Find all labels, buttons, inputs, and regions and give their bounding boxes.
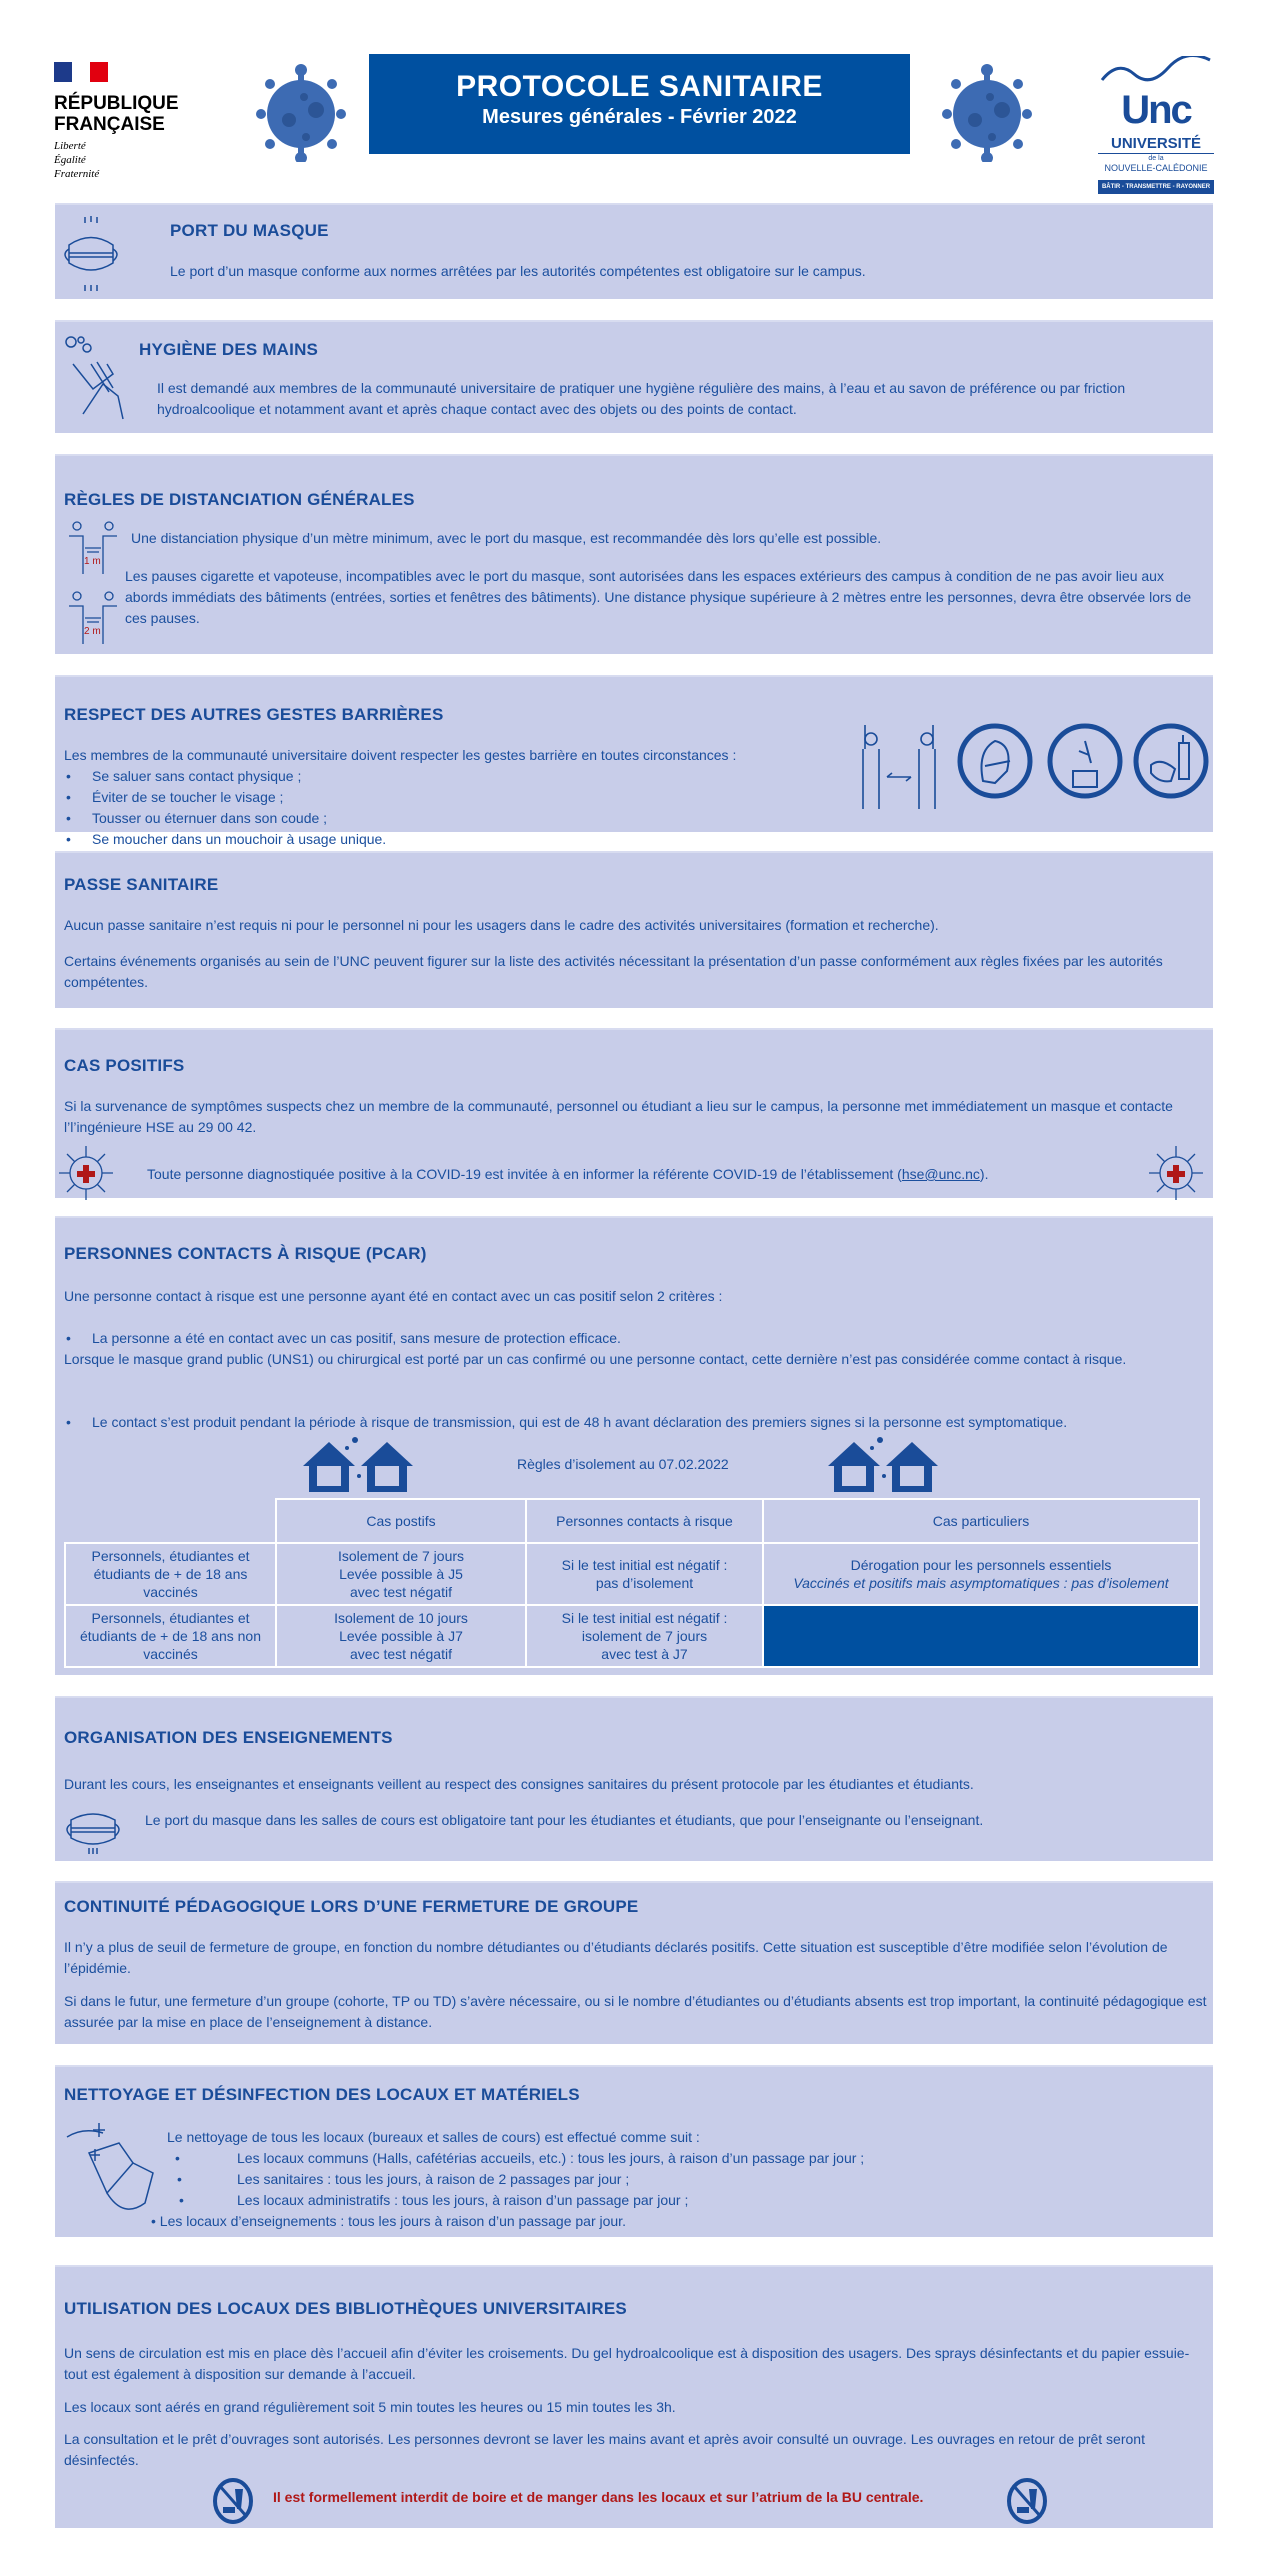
- no-food-drink-icon: [213, 2478, 253, 2524]
- virus-icon: [942, 64, 1032, 162]
- section-cas-positifs: CAS POSITIFS Si la survenance de symptôm…: [55, 1028, 1213, 1200]
- page-title: PROTOCOLE SANITAIRE: [456, 70, 823, 103]
- list-item: • Les locaux d’enseignements : tous les …: [151, 2213, 626, 2229]
- wave-icon: [1100, 54, 1211, 82]
- hand-washing-icon: [65, 336, 124, 420]
- mask-icon: [64, 216, 118, 291]
- hand-gel-icon: [1133, 723, 1209, 799]
- list-item: La personne a été en contact avec un cas…: [64, 1328, 621, 1349]
- page-subtitle: Mesures générales - Février 2022: [482, 106, 797, 128]
- no-food-drink-icon: [1007, 2478, 1047, 2524]
- section-organisation: ORGANISATION DES ENSEIGNEMENTS Durant le…: [55, 1696, 1213, 1861]
- section-hygiene-des-mains: HYGIÈNE DES MAINS Il est demandé aux mem…: [55, 320, 1213, 433]
- table-header-row: Cas postifs Personnes contacts à risque …: [65, 1498, 1200, 1544]
- tissue-bin-icon: [1047, 723, 1123, 799]
- virus-medical-cross-icon: [1149, 1146, 1203, 1200]
- isolation-houses-icon: [828, 1437, 938, 1492]
- section-gestes-barrieres: RESPECT DES AUTRES GESTES BARRIÈRES Les …: [55, 675, 1213, 850]
- list-item: Se saluer sans contact physique ;: [64, 766, 386, 787]
- isolation-table: Cas postifs Personnes contacts à risque …: [64, 1498, 1200, 1668]
- virus-medical-cross-icon: [59, 1146, 113, 1200]
- list-item: Éviter de se toucher le visage ;: [64, 787, 386, 808]
- list-item: Tousser ou éternuer dans son coude ;: [64, 808, 386, 829]
- list-item: • Les locaux administratifs : tous les jo…: [179, 2192, 689, 2208]
- mask-icon: [66, 1813, 120, 1854]
- no-touch-face-icon: [957, 723, 1033, 799]
- section-nettoyage: NETTOYAGE ET DÉSINFECTION DES LOCAUX ET …: [55, 2065, 1213, 2237]
- republique-francaise-logo: RÉPUBLIQUE FRANÇAISE Liberté Égalité Frate…: [54, 62, 179, 181]
- list-item: Le contact s’est produit pendant la péri…: [64, 1412, 1209, 1433]
- no-handshake-icon: [862, 725, 936, 809]
- section-continuite: CONTINUITÉ PÉDAGOGIQUE LORS D’UNE FERMET…: [55, 1881, 1213, 2044]
- distance-1m-icon: 1 m: [65, 520, 121, 576]
- table-caption: Règles d’isolement au 07.02.2022: [517, 1456, 729, 1472]
- section-distanciation: RÈGLES DE DISTANCIATION GÉNÉRALES 1 m Un…: [55, 454, 1213, 654]
- list-item: Se moucher dans un mouchoir à usage uniq…: [64, 829, 386, 850]
- hse-email-link[interactable]: hse@unc.nc: [901, 1166, 980, 1182]
- unc-logo: Unc UNIVERSITÉ de la NOUVELLE-CALÉDONIE …: [1098, 54, 1214, 194]
- section-port-du-masque: PORT DU MASQUE Le port d’un masque confo…: [55, 203, 1213, 299]
- marianne-flag-icon: [54, 62, 108, 82]
- virus-icon: [256, 64, 346, 162]
- isolation-houses-icon: [303, 1437, 413, 1492]
- section-bibliotheques: UTILISATION DES LOCAUX DES BIBLIOTHÈQUES…: [55, 2265, 1213, 2528]
- title-banner: PROTOCOLE SANITAIRE Mesures générales - …: [369, 54, 910, 154]
- section-passe-sanitaire: PASSE SANITAIRE Aucun passe sanitaire n’…: [55, 851, 1213, 1008]
- list-item: • Les sanitaires : tous les jours, à rais…: [177, 2171, 630, 2187]
- section-pcar: PERSONNES CONTACTS À RISQUE (PCAR) Une p…: [55, 1216, 1213, 1675]
- food-warning: Il est formellement interdit de boire et…: [273, 2489, 924, 2505]
- table-row: Personnels, étudiantes et étudiants de +…: [64, 1542, 1200, 1606]
- list-item: • Les locaux communs (Halls, cafétérias a…: [175, 2150, 865, 2166]
- cleaning-hand-icon: [66, 2123, 154, 2210]
- empty-blue-cell: [762, 1604, 1200, 1668]
- distance-2m-icon: 2 m: [65, 590, 121, 646]
- table-row: Personnels, étudiantes et étudiants de +…: [64, 1604, 1200, 1668]
